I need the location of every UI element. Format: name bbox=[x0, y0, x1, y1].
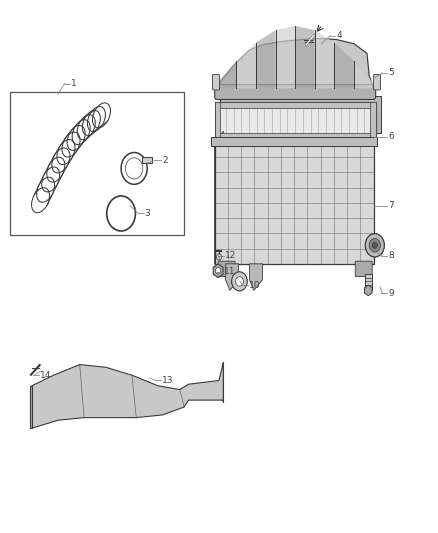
Polygon shape bbox=[295, 26, 315, 88]
Circle shape bbox=[365, 233, 385, 257]
Polygon shape bbox=[215, 131, 223, 264]
Bar bbox=[10, 92, 184, 235]
FancyBboxPatch shape bbox=[212, 75, 219, 90]
Polygon shape bbox=[217, 61, 237, 88]
FancyBboxPatch shape bbox=[215, 85, 376, 100]
Text: 5: 5 bbox=[389, 68, 394, 77]
Bar bbox=[215, 102, 376, 139]
Polygon shape bbox=[237, 43, 256, 88]
Circle shape bbox=[232, 272, 247, 291]
Polygon shape bbox=[213, 264, 223, 278]
Bar bbox=[371, 102, 376, 139]
Circle shape bbox=[369, 238, 381, 252]
Polygon shape bbox=[226, 264, 239, 290]
Bar bbox=[142, 157, 152, 163]
Polygon shape bbox=[315, 30, 334, 88]
Circle shape bbox=[236, 277, 244, 286]
FancyBboxPatch shape bbox=[374, 75, 381, 90]
Text: 8: 8 bbox=[389, 252, 394, 261]
Text: 1: 1 bbox=[71, 79, 76, 88]
Text: 6: 6 bbox=[389, 132, 394, 141]
Text: 9: 9 bbox=[389, 288, 394, 297]
FancyBboxPatch shape bbox=[218, 261, 235, 277]
FancyBboxPatch shape bbox=[355, 261, 372, 277]
Polygon shape bbox=[256, 30, 276, 88]
Polygon shape bbox=[354, 61, 374, 88]
Text: 14: 14 bbox=[40, 370, 52, 379]
Bar bbox=[365, 274, 372, 290]
Text: 12: 12 bbox=[225, 252, 237, 261]
Polygon shape bbox=[217, 38, 374, 88]
Text: 3: 3 bbox=[145, 209, 150, 218]
Bar bbox=[211, 136, 377, 146]
Bar bbox=[215, 102, 220, 139]
Bar bbox=[215, 102, 376, 109]
Text: 10: 10 bbox=[249, 280, 261, 289]
Circle shape bbox=[216, 254, 222, 260]
Polygon shape bbox=[364, 285, 372, 296]
Text: 13: 13 bbox=[162, 376, 173, 385]
Polygon shape bbox=[32, 362, 223, 428]
Polygon shape bbox=[276, 26, 295, 88]
Text: 2: 2 bbox=[162, 156, 168, 165]
Polygon shape bbox=[250, 264, 262, 290]
Bar bbox=[215, 142, 374, 264]
Bar bbox=[220, 96, 381, 133]
Text: 7: 7 bbox=[389, 201, 394, 210]
Text: 4: 4 bbox=[336, 31, 342, 41]
Polygon shape bbox=[30, 386, 32, 428]
Circle shape bbox=[215, 268, 221, 274]
Bar bbox=[215, 133, 376, 139]
Polygon shape bbox=[334, 43, 354, 88]
Circle shape bbox=[372, 242, 378, 248]
Text: 11: 11 bbox=[224, 268, 236, 276]
